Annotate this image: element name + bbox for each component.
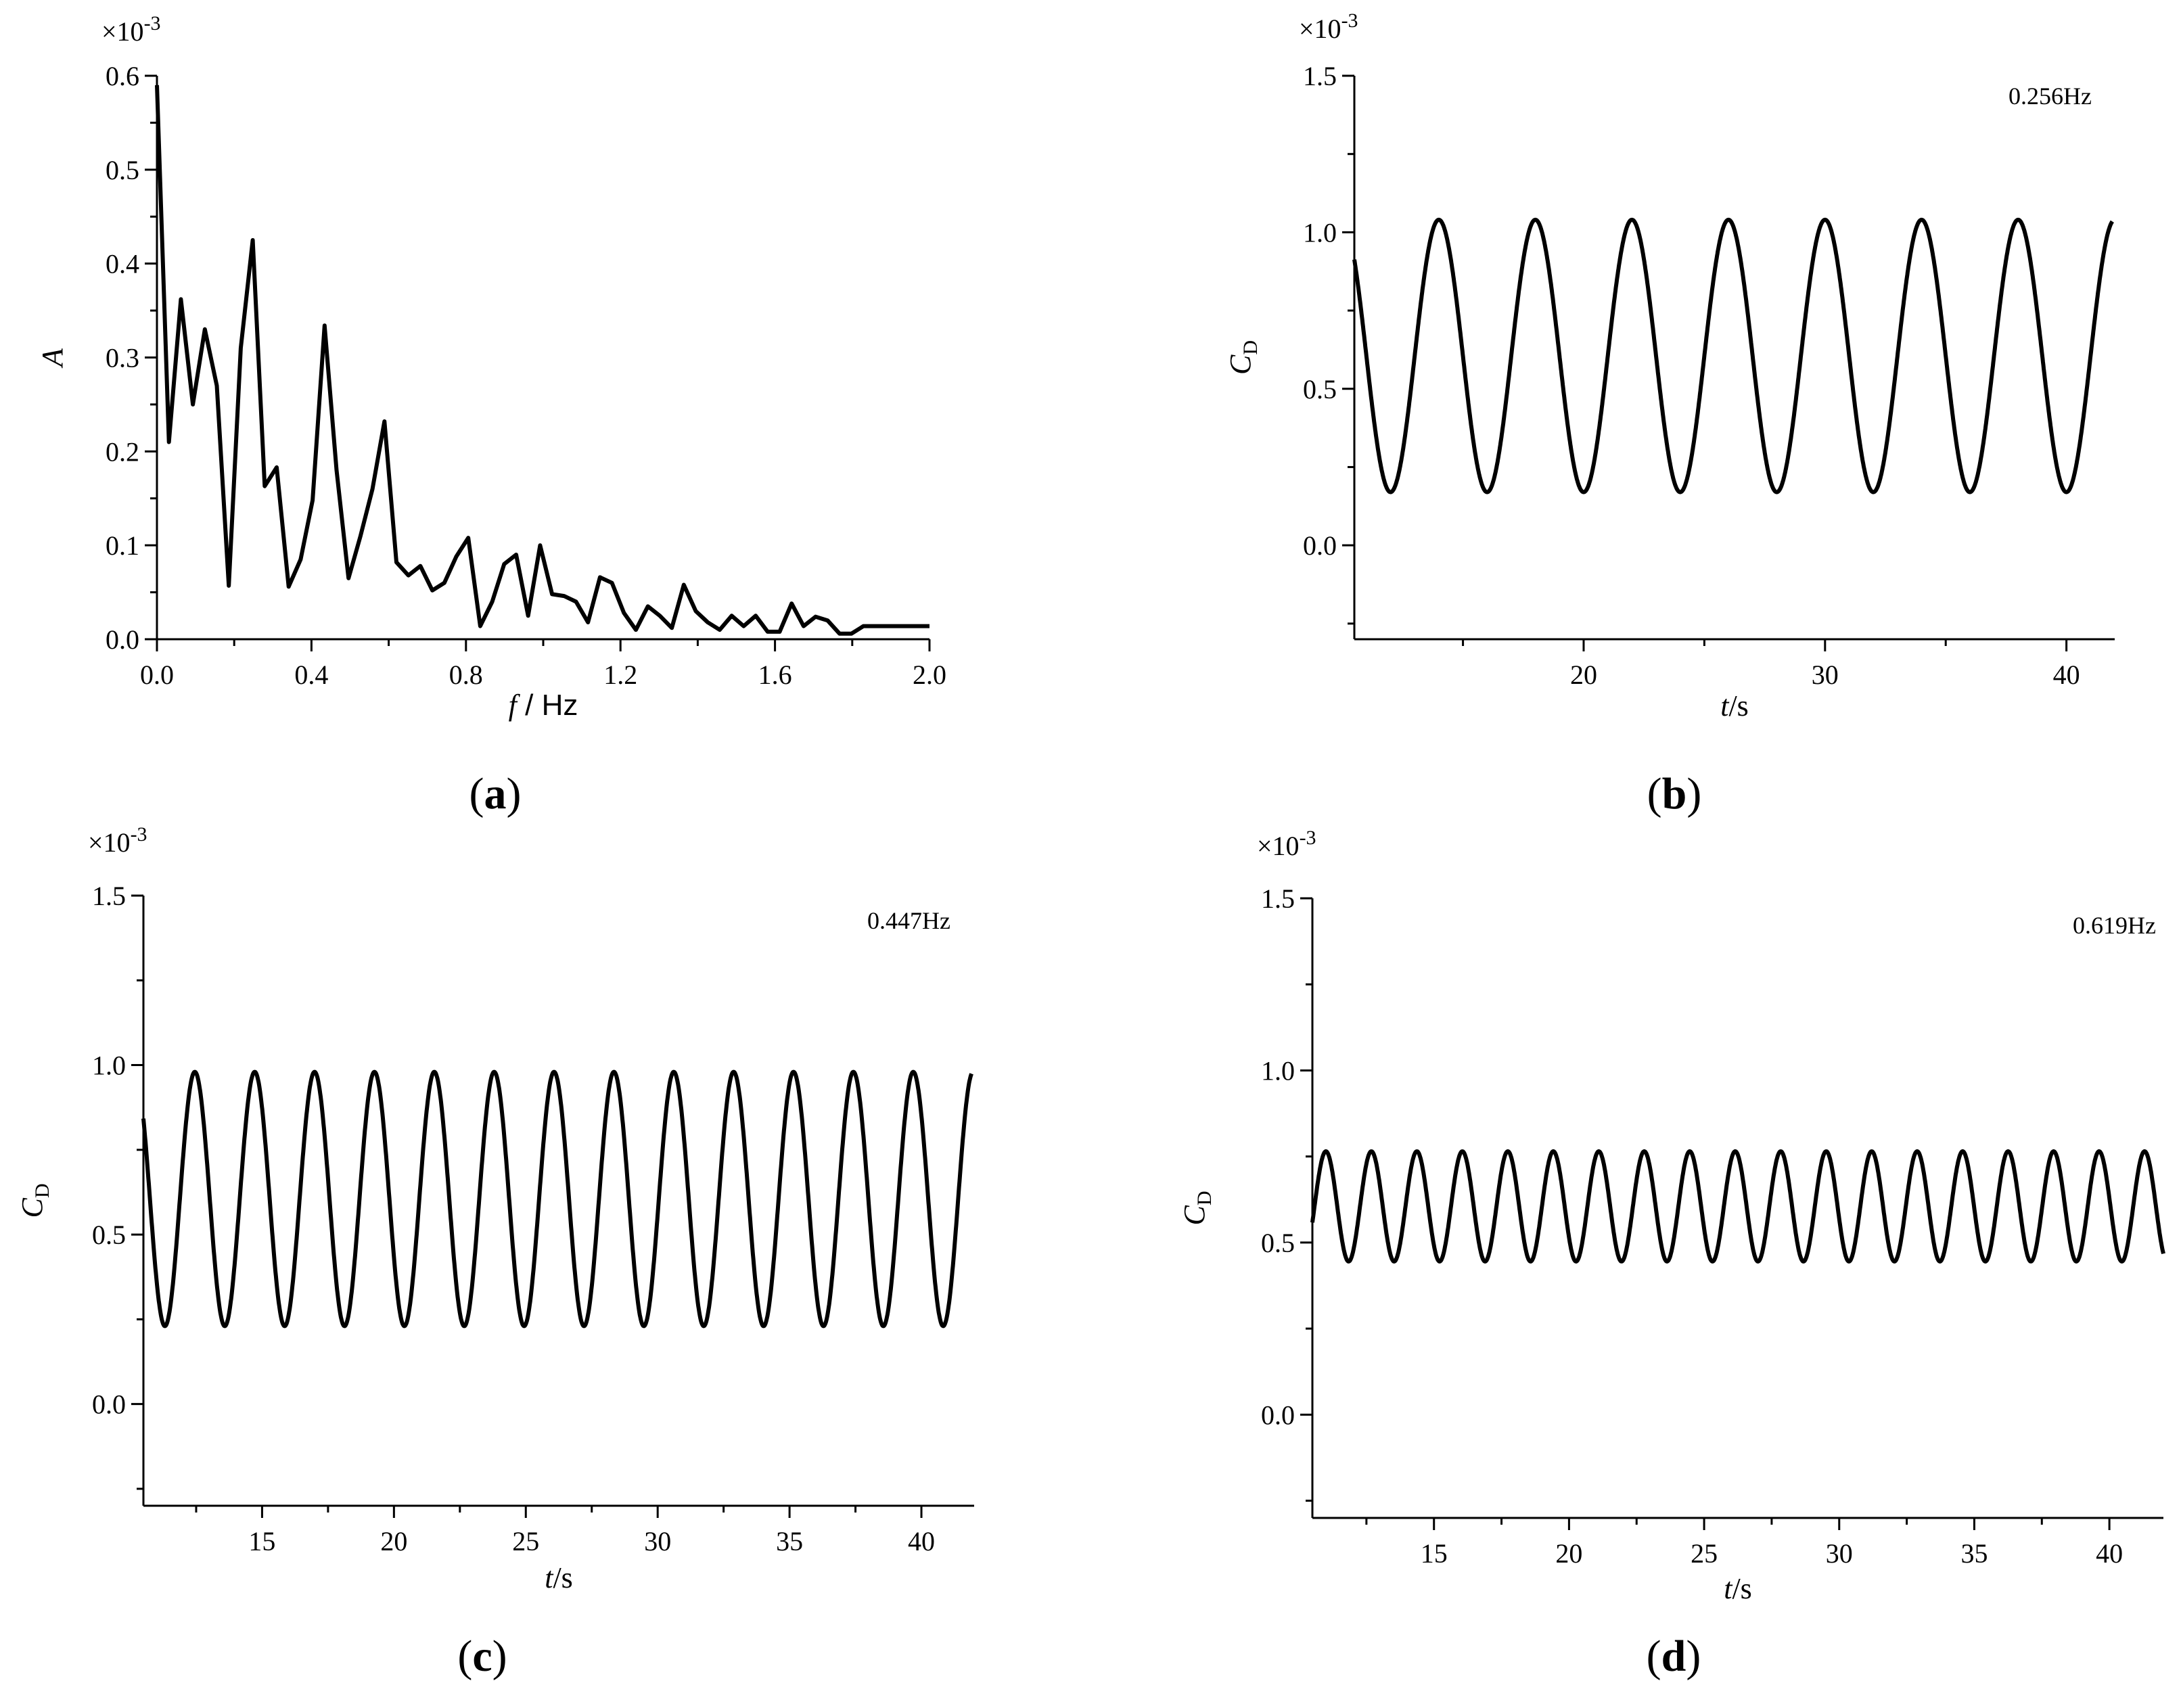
x-axis-label-var: t bbox=[545, 1561, 554, 1594]
panel-label: (d) bbox=[1647, 1632, 1701, 1681]
y-tick-label: 1.0 bbox=[92, 1051, 126, 1081]
x-tick-label: 20 bbox=[1555, 1538, 1582, 1569]
y-tick-label: 0.2 bbox=[106, 436, 139, 467]
x-tick-label: 30 bbox=[1826, 1538, 1853, 1569]
chart-panel-c: 15 20 25 30 35 400.00.51.01.5×10-3CDt/s0.447H… bbox=[16, 823, 974, 1681]
x-tick-label: 0.4 bbox=[294, 660, 328, 690]
axis-exponent-power: -3 bbox=[131, 823, 147, 846]
panel-label: (a) bbox=[469, 769, 522, 818]
y-tick-label: 1.5 bbox=[1303, 61, 1337, 91]
y-axis-label-sub: D bbox=[1239, 340, 1262, 355]
x-tick-label: 40 bbox=[2096, 1538, 2123, 1569]
x-tick-label: 0.8 bbox=[449, 660, 483, 690]
panel-letter: a bbox=[484, 769, 507, 818]
x-tick-label: 25 bbox=[512, 1526, 539, 1556]
y-tick-label: 0.6 bbox=[106, 61, 139, 91]
x-tick-label: 15 bbox=[248, 1526, 275, 1556]
x-tick-label: 35 bbox=[1960, 1538, 1988, 1569]
axis-exponent-power: -3 bbox=[144, 12, 161, 34]
x-tick-label: 30 bbox=[644, 1526, 671, 1556]
data-series-line bbox=[1352, 217, 2114, 494]
x-tick-label: 40 bbox=[2053, 660, 2080, 690]
axis-exponent-label: ×10-3 bbox=[88, 823, 147, 858]
y-axis-label-var: C bbox=[1224, 354, 1257, 375]
axis-exponent-label: ×10-3 bbox=[1257, 827, 1316, 861]
x-tick-label: 0.0 bbox=[140, 660, 174, 690]
y-tick-label: 1.0 bbox=[1261, 1055, 1295, 1086]
y-tick-label: 0.5 bbox=[1261, 1228, 1295, 1258]
y-axis-label-var: C bbox=[16, 1198, 49, 1218]
x-axis-label: t/s bbox=[545, 1561, 573, 1594]
frequency-annotation: 0.619Hz bbox=[2073, 912, 2156, 939]
y-tick-label: 0.5 bbox=[106, 155, 139, 185]
data-series-line bbox=[141, 1069, 973, 1329]
y-axis-label: CD bbox=[1178, 1191, 1216, 1225]
x-axis-label-unit: /s bbox=[1732, 1572, 1751, 1605]
x-tick-label: 20 bbox=[380, 1526, 407, 1556]
x-tick-label: 30 bbox=[1812, 660, 1839, 690]
panel-label: (b) bbox=[1647, 769, 1702, 818]
panel-letter: b bbox=[1662, 769, 1687, 818]
x-tick-label: 2.0 bbox=[913, 660, 946, 690]
x-axis-label-unit: /s bbox=[1728, 689, 1748, 722]
frequency-annotation: 0.256Hz bbox=[2008, 83, 2092, 110]
y-tick-label: 0.5 bbox=[92, 1220, 126, 1250]
y-tick-label: 1.5 bbox=[1261, 883, 1295, 914]
y-axis-label: CD bbox=[1224, 340, 1262, 375]
y-tick-label: 0.0 bbox=[92, 1389, 126, 1420]
y-tick-label: 0.5 bbox=[1303, 374, 1337, 405]
chart-panel-d: 15 20 25 30 35 400.00.51.01.5×10-3CDt/s0.619H… bbox=[1178, 827, 2165, 1681]
x-axis-label: t/s bbox=[1724, 1572, 1752, 1605]
x-axis-label-var: t bbox=[1724, 1572, 1733, 1605]
y-tick-label: 0.4 bbox=[106, 249, 139, 279]
y-axis-label: A bbox=[36, 348, 69, 369]
x-axis-label: t/s bbox=[1720, 689, 1749, 722]
y-tick-label: 0.0 bbox=[1261, 1400, 1295, 1430]
x-tick-label: 40 bbox=[908, 1526, 935, 1556]
data-series-line bbox=[1310, 1149, 2165, 1264]
panel-letter: c bbox=[472, 1632, 492, 1681]
chart-panel-a: 0.0 0.4 0.8 1.2 1.6 2.0 0.0 0.1 0.2 0.3 0.4 0.5 0.6 ×… bbox=[36, 12, 946, 818]
x-tick-label: 35 bbox=[776, 1526, 803, 1556]
y-tick-label: 0.0 bbox=[1303, 530, 1337, 561]
panel-label: (c) bbox=[457, 1632, 507, 1681]
y-tick-label: 0.0 bbox=[106, 624, 139, 655]
y-axis-label-sub: D bbox=[31, 1183, 53, 1198]
x-tick-label: 15 bbox=[1421, 1538, 1448, 1569]
x-axis-label-unit: / Hz bbox=[517, 689, 578, 722]
frequency-annotation: 0.447Hz bbox=[867, 907, 950, 934]
y-axis-label-var: A bbox=[36, 348, 69, 369]
x-axis-label: f / Hz bbox=[509, 689, 578, 722]
axis-exponent-power: -3 bbox=[1341, 9, 1358, 32]
y-tick-label: 0.3 bbox=[106, 343, 139, 373]
panel-letter: d bbox=[1661, 1632, 1686, 1681]
y-axis-label-sub: D bbox=[1193, 1191, 1216, 1205]
data-series-line bbox=[155, 85, 929, 636]
x-tick-label: 25 bbox=[1691, 1538, 1718, 1569]
axis-exponent-power: -3 bbox=[1300, 827, 1316, 849]
x-tick-label: 20 bbox=[1570, 660, 1597, 690]
y-tick-label: 1.0 bbox=[1303, 217, 1337, 248]
axis-exponent-label: ×10-3 bbox=[1299, 9, 1358, 44]
x-axis-label-var: t bbox=[1720, 689, 1730, 722]
x-tick-label: 1.6 bbox=[758, 660, 792, 690]
y-tick-label: 1.5 bbox=[92, 881, 126, 911]
y-tick-label: 0.1 bbox=[106, 530, 139, 561]
y-axis-label: CD bbox=[16, 1183, 53, 1218]
y-axis-label-var: C bbox=[1178, 1205, 1211, 1226]
x-tick-label: 1.2 bbox=[603, 660, 637, 690]
axis-exponent-label: ×10-3 bbox=[101, 12, 161, 47]
x-axis-label-unit: /s bbox=[553, 1561, 572, 1594]
